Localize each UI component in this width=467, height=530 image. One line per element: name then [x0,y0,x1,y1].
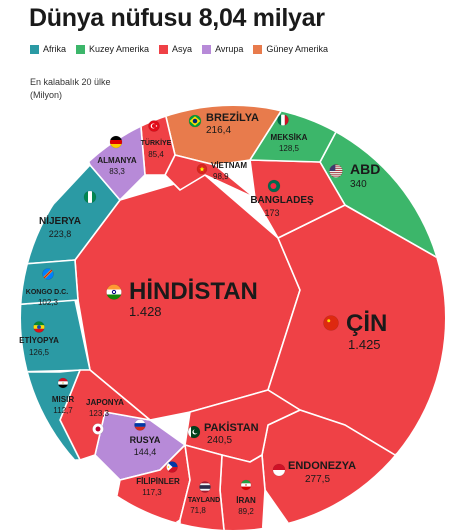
country-value-japonya: 123,3 [89,409,110,418]
legend-item-kuzey-amerika: Kuzey Amerika [76,44,149,54]
country-name-nijerya: NİJERYA [39,214,81,227]
legend-swatch [202,44,212,54]
country-value-etiyopya: 126,5 [29,348,50,357]
usa-flag [329,164,343,178]
country-name-hindistan: HİNDİSTAN [129,278,258,305]
cell-iran [219,454,266,530]
country-name-misir: MISIR [52,395,74,404]
legend-item-afrika: Afrika [30,44,66,54]
legend-swatch [76,44,86,54]
cell-turkiye [139,106,176,176]
country-value-endonezya: 277,5 [305,474,330,485]
country-name-banglades: BANGLADEŞ [250,195,314,206]
ethiopia-flag [33,321,45,333]
legend-item-avrupa: Avrupa [202,44,243,54]
thailand-flag [199,481,211,493]
chart-note: En kalabalık 20 ülke (Milyon) [30,76,111,102]
note-line-2: (Milyon) [30,90,63,100]
country-name-filipinler: FİLİPİNLER [136,477,180,486]
country-name-japonya: JAPONYA [86,398,124,407]
india-flag [106,284,122,300]
mexico-flag [277,114,289,126]
country-value-misir: 112,7 [53,406,73,415]
country-value-banglades: 173 [264,208,279,218]
egypt-flag [57,377,69,389]
country-name-pakistan: PAKİSTAN [204,421,259,434]
dr-congo-flag [42,268,54,280]
cell-kongo-d-c [21,259,79,306]
philippines-flag [166,461,178,473]
country-name-cin: ÇİN [346,310,387,337]
legend-item-guney-amerika: Güney Amerika [253,44,328,54]
country-name-meksika: MEKSİKA [271,133,308,142]
legend-swatch [253,44,263,54]
pakistan-flag [187,425,201,439]
country-value-abd: 340 [350,179,367,190]
legend-label: Afrika [43,44,67,54]
russia-flag [134,419,146,431]
nigeria-flag [83,190,97,204]
legend-label: Güney Amerika [266,44,328,54]
country-name-brezilya: BREZİLYA [206,111,259,124]
country-value-pakistan: 240,5 [207,435,232,446]
country-value-cin: 1.425 [348,337,381,352]
legend-label: Asya [172,44,193,54]
country-name-tayland: TAYLAND [188,497,220,504]
country-value-hindistan: 1.428 [129,304,162,319]
turkey-flag [148,120,160,132]
country-value-filipinler: 117,3 [142,488,162,497]
china-flag [323,315,339,331]
note-line-1: En kalabalık 20 ülke [30,77,111,87]
germany-flag [109,135,123,149]
japan-flag [92,423,104,435]
brazil-flag [188,114,202,128]
bangladesh-flag [267,179,281,193]
country-name-rusya: RUSYA [130,435,161,445]
country-name-endonezya: ENDONEZYA [288,460,356,472]
country-value-vietnam: 98,9 [213,172,229,181]
page-title: Dünya nüfusu 8,04 milyar [29,4,325,32]
legend: Afrika Kuzey Amerika Asya Avrupa Güney A… [30,44,328,54]
country-name-abd: ABD [350,161,380,177]
country-value-brezilya: 216,4 [206,125,231,136]
country-name-etiyopya: ETİYOPYA [19,336,59,345]
legend-label: Avrupa [215,44,244,54]
legend-label: Kuzey Amerika [89,44,150,54]
country-name-kongo-d-c: KONGO D.C. [26,289,68,296]
country-value-rusya: 144,4 [134,447,157,457]
vietnam-flag [196,163,208,175]
country-name-turkiye: TÜRKİYE [141,138,172,147]
country-value-turkiye: 85,4 [148,150,164,159]
iran-flag [240,479,252,491]
country-value-nijerya: 223,8 [49,229,72,239]
country-value-almanya: 83,3 [109,167,125,176]
country-value-iran: 89,2 [238,507,254,516]
country-value-kongo-d-c: 102,3 [38,298,59,307]
legend-swatch [30,44,39,54]
country-name-almanya: ALMANYA [97,156,136,165]
country-name-vietnam: VİETNAM [211,161,247,170]
country-value-tayland: 71,8 [190,506,206,515]
country-value-meksika: 128,5 [279,144,300,153]
country-name-iran: İRAN [236,496,256,505]
legend-swatch [159,44,169,54]
cell-tayland [179,444,226,530]
legend-item-asya: Asya [159,44,192,54]
indonesia-flag [272,463,286,477]
